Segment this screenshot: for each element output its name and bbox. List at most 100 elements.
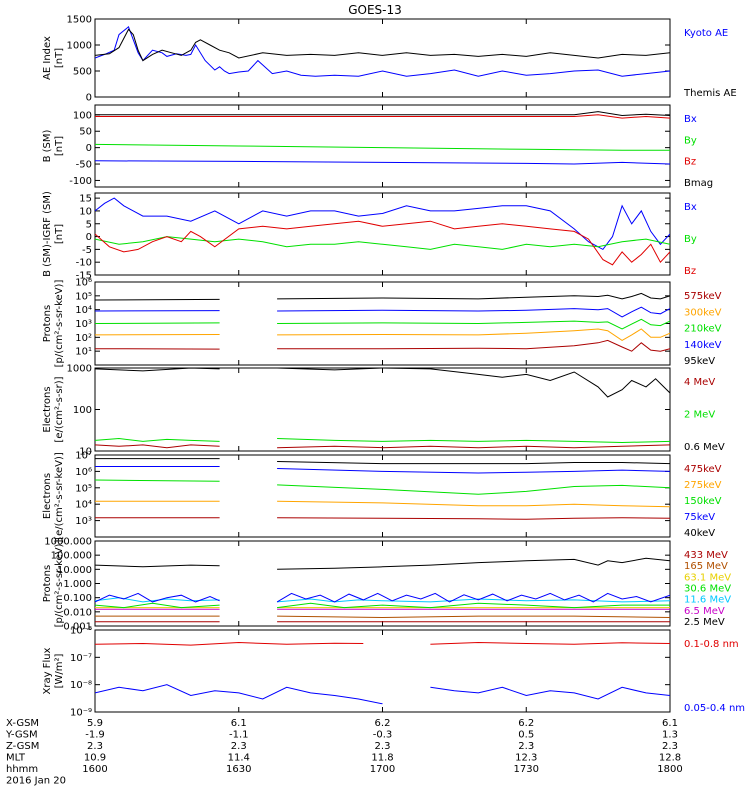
- panel-frame: [94, 192, 671, 276]
- y-axis-label: AE Index: [42, 36, 53, 80]
- legend-label: 40keV: [684, 528, 715, 539]
- ephemeris-value: -1.9: [85, 730, 105, 741]
- series-line-bx: [95, 197, 670, 251]
- y-tick-label: 10⁶: [75, 278, 92, 289]
- series-line-bz: [95, 220, 670, 266]
- y-tick-label: 0: [86, 143, 92, 154]
- y-tick-label: 5: [86, 219, 92, 230]
- series-line-bz: [95, 114, 670, 119]
- series-line-75kev: [95, 466, 670, 474]
- series-line-2-5-mev: [95, 592, 670, 603]
- y-tick-label: 100: [73, 405, 92, 416]
- ephemeris-value: 1800: [657, 764, 682, 775]
- ephemeris-row-label: Z-GSM: [6, 741, 39, 752]
- legend-label: By: [684, 135, 697, 146]
- y-tick-label: 10³: [75, 516, 92, 527]
- legend-label: 30.6 MeV: [684, 584, 731, 595]
- y-tick-label: 10¹: [75, 347, 92, 358]
- y-tick-label: 10⁻⁸: [70, 680, 92, 691]
- legend-label: 4 MeV: [684, 377, 715, 388]
- y-tick-label: 1000.000: [44, 537, 92, 548]
- y-tick-label: 10⁵: [75, 291, 92, 302]
- legend-label: Themis AE: [683, 88, 737, 99]
- ephemeris-row-label: MLT: [6, 753, 26, 764]
- ephemeris-value: 6.1: [662, 718, 678, 729]
- y-tick-label: 10⁻⁷: [70, 653, 92, 664]
- ephemeris-value: -1.1: [229, 730, 249, 741]
- legend-label: 275keV: [684, 480, 722, 491]
- ephemeris-value: 2.3: [231, 741, 247, 752]
- series-line-bmag: [95, 111, 670, 117]
- y-axis-label: Protons: [42, 565, 53, 602]
- legend-label: 210keV: [684, 324, 722, 335]
- series-line-0-1-0-8-nm: [95, 641, 670, 646]
- panel-frame: [94, 367, 671, 452]
- legend-label: Kyoto AE: [684, 28, 728, 39]
- legend-label: 11.6 MeV: [684, 595, 731, 606]
- y-tick-label: 15: [79, 194, 92, 205]
- ephemeris-value: 11.4: [228, 753, 250, 764]
- ephemeris-row-label: 2016 Jan 20: [6, 776, 66, 787]
- panel-frame: [94, 540, 671, 627]
- ephemeris-value: 5.9: [87, 718, 103, 729]
- ephemeris-value: 1700: [370, 764, 395, 775]
- y-tick-label: 10: [79, 206, 92, 217]
- y-tick-label: 10⁶: [75, 467, 92, 478]
- y-axis-label: Electrons: [42, 386, 53, 432]
- ephemeris-row-label: hhmm: [6, 764, 38, 775]
- y-axis-label: [e/(cm²-s-sr)]: [54, 376, 65, 442]
- legend-label: 140keV: [684, 340, 722, 351]
- y-tick-label: 0.001: [63, 622, 92, 633]
- legend-label: 475keV: [684, 464, 722, 475]
- legend-label: 0.05-0.4 nm: [684, 703, 745, 714]
- y-axis-label: [p/(cm²-s-sr-keV)]: [54, 280, 65, 368]
- y-tick-label: 10⁻⁶: [70, 626, 92, 637]
- y-tick-label: 10⁷: [75, 451, 92, 462]
- series-line-kyoto-ae: [95, 25, 670, 77]
- y-axis-label: Xray Flux: [42, 647, 53, 694]
- ephemeris-row-label: X-GSM: [6, 718, 39, 729]
- series-line-210kev: [95, 318, 670, 330]
- series-line-95kev: [95, 292, 670, 301]
- ephemeris-value: 6.2: [375, 718, 391, 729]
- panel-p2: 100 50 0 -50 -100 B (SM) [nT] Bx By Bz Bmag: [42, 104, 713, 189]
- series-line-2-mev: [95, 437, 670, 444]
- series-line-by: [95, 236, 670, 250]
- ephemeris-value: 10.9: [84, 753, 106, 764]
- y-tick-label: -100: [69, 176, 92, 187]
- series-line-4-mev: [95, 444, 670, 449]
- ephemeris-value: 2.3: [662, 741, 678, 752]
- series-line-unlabeled: [95, 557, 670, 570]
- legend-label: Bx: [684, 114, 697, 125]
- y-tick-label: 1.000: [63, 579, 92, 590]
- series-line-0-6-mev: [95, 368, 670, 398]
- panel-frame: [94, 629, 671, 713]
- series-line-150kev: [95, 479, 670, 495]
- y-tick-label: 10⁴: [75, 500, 92, 511]
- y-tick-label: -5: [82, 245, 92, 256]
- y-axis-label: [nT]: [54, 136, 65, 156]
- legend-label: 150keV: [684, 496, 722, 507]
- ephemeris-value: 2.3: [87, 741, 103, 752]
- panel-p1: 0 500 1000 1500 AE Index [nT] Kyoto AE Themis A…: [42, 15, 737, 104]
- series-line-0-05-0-4-nm: [95, 684, 670, 705]
- series-line-575kev: [95, 339, 670, 352]
- legend-label: 165 MeV: [684, 561, 728, 572]
- legend-label: 2.5 MeV: [684, 617, 725, 628]
- ephemeris-value: 12.3: [515, 753, 537, 764]
- legend-label: 575keV: [684, 291, 722, 302]
- y-axis-label: Electrons: [42, 473, 53, 519]
- panel-frame: [94, 104, 671, 188]
- panel-p6: 10³ 10⁴ 10⁵ 10⁶ 10⁷ Electrons [e/(cm²-s-sr-keV…: [42, 451, 722, 540]
- ephemeris-value: 1.3: [662, 730, 678, 741]
- ephemeris-value: 12.8: [659, 753, 681, 764]
- y-tick-label: 1500: [67, 15, 92, 26]
- y-tick-label: 100: [73, 110, 92, 121]
- y-tick-label: 1000: [67, 41, 92, 52]
- panel-p8: 10⁻⁹ 10⁻⁸ 10⁻⁷ 10⁻⁶ Xray Flux [W/m²] 0.1-0.8 n…: [42, 626, 745, 719]
- legend-label: 6.5 MeV: [684, 606, 725, 617]
- ephemeris-value: 1630: [226, 764, 251, 775]
- ephemeris-value: -0.3: [373, 730, 393, 741]
